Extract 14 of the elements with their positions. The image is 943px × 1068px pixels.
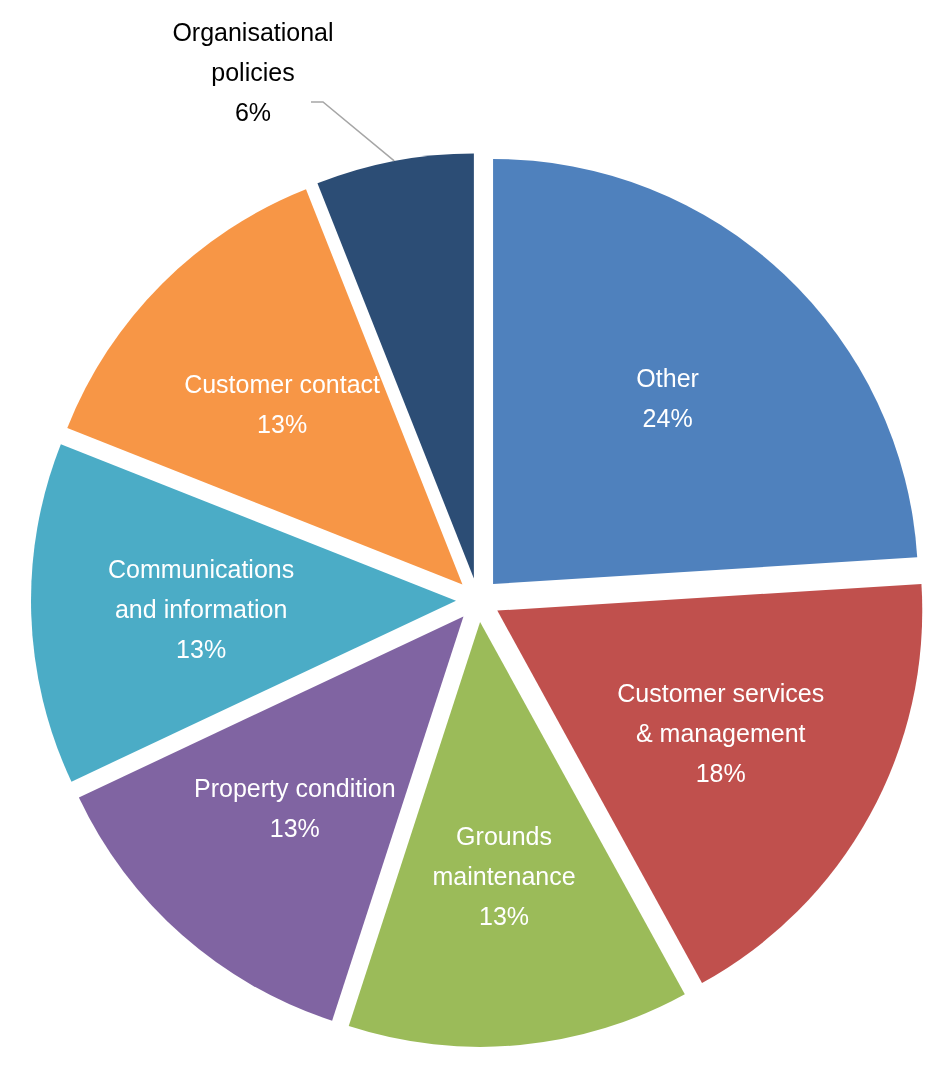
slice-label: Customer contact <box>184 370 381 399</box>
data-label: 13% <box>176 634 227 663</box>
slice-label: Communications and information <box>108 554 295 623</box>
slice-label: Property condition <box>194 773 396 802</box>
data-label: 13% <box>257 410 308 439</box>
data-label: 18% <box>695 759 746 788</box>
slice-label: Organisational policies <box>172 17 334 86</box>
slice-label: Grounds maintenance <box>432 821 576 890</box>
data-label: 13% <box>269 813 320 842</box>
data-label: 13% <box>479 901 530 930</box>
slice-label: Customer services & management <box>617 679 825 748</box>
data-label: 6% <box>234 97 272 126</box>
data-label: 24% <box>642 404 693 433</box>
slice-label: Other <box>636 364 699 393</box>
